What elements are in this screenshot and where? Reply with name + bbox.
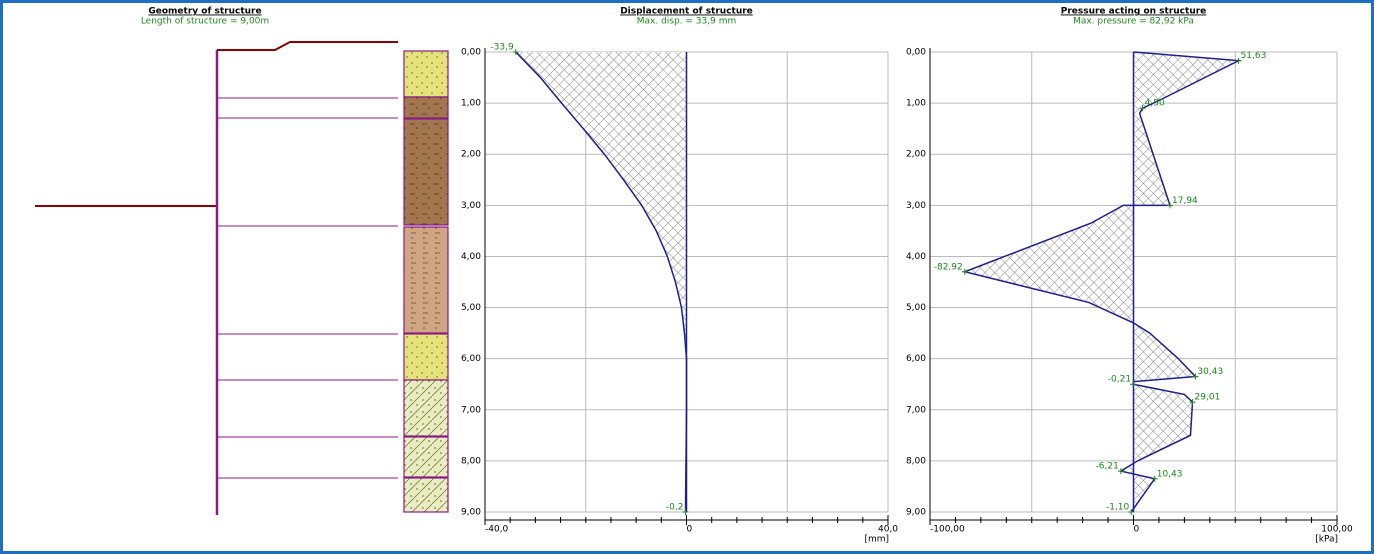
value-label: -82,92 [934,262,963,272]
y-tick-label: 9,00 [906,508,926,518]
x-unit: [mm] [864,535,889,545]
value-label: -6,21 [1096,462,1119,472]
label-marker [1139,105,1146,112]
y-tick-label: 5,00 [906,303,926,313]
y-tick-label: 0,00 [906,48,926,58]
y-tick-label: 6,00 [906,354,926,364]
label-marker [961,268,968,275]
x-tick-label: 40,0 [878,525,898,535]
layer-lines [217,97,398,479]
x-tick-label: 100,00 [1321,525,1353,535]
label-marker [1235,57,1242,64]
y-tick-label: 3,00 [461,201,481,211]
y-tick-label: 1,00 [906,99,926,109]
label-marker [682,509,689,515]
x-tick-label: -40,0 [485,525,509,535]
value-label: -1,10 [1106,503,1130,513]
y-tick-label: 3,00 [906,201,926,211]
label-marker [1189,399,1196,406]
label-marker [1128,509,1135,515]
y-tick-label: 1,00 [461,99,481,109]
x-tick-label: 0 [687,525,693,535]
curve [962,51,1242,513]
terrain-right [217,41,398,51]
value-label: 17,94 [1172,196,1198,206]
chart-subtitle: Max. disp. = 33,9 mm [637,17,737,27]
value-label: 10,43 [1157,469,1183,479]
value-label: -0,21 [1108,375,1131,385]
value-label: 51,63 [1241,51,1267,61]
label-marker [1151,475,1158,482]
geometry-title: Geometry of structure [148,7,261,17]
soil-column [403,50,449,513]
label-marker [512,49,519,55]
x-unit: [kPa] [1315,535,1338,545]
y-tick-label: 8,00 [906,456,926,466]
geometry-subtitle: Length of structure = 9,00m [141,17,269,27]
y-tick-label: 8,00 [461,456,481,466]
label-marker [1130,381,1137,388]
y-tick-label: 2,00 [461,150,481,160]
area-fill [515,52,687,512]
value-label: -33,9 [490,43,514,53]
y-tick-label: 9,00 [461,508,481,518]
chart-title: Pressure acting on structure [1061,7,1207,17]
y-tick-label: 5,00 [461,303,481,313]
geometry-panel: Geometry of structure Length of structur… [35,7,449,515]
value-label: 29,01 [1195,393,1221,403]
label-marker [1117,468,1124,475]
y-tick-label: 4,00 [906,252,926,262]
x-tick-label: 0 [1134,525,1140,535]
label-marker [1192,373,1199,380]
area-fill [964,52,1239,512]
value-label: -0,2 [666,503,684,513]
chart-title: Displacement of structure [620,7,753,17]
y-tick-label: 2,00 [906,150,926,160]
value-label: 4,50 [1145,99,1165,109]
value-label: 30,43 [1197,367,1223,377]
chart-subtitle: Max. pressure = 82,92 kPa [1073,17,1194,27]
x-tick-label: -100,00 [930,525,965,535]
y-tick-label: 7,00 [906,405,926,415]
y-tick-label: 0,00 [461,48,481,58]
y-tick-label: 6,00 [461,354,481,364]
y-tick-label: 4,00 [461,252,481,262]
label-marker [1167,202,1174,209]
y-tick-label: 7,00 [461,405,481,415]
